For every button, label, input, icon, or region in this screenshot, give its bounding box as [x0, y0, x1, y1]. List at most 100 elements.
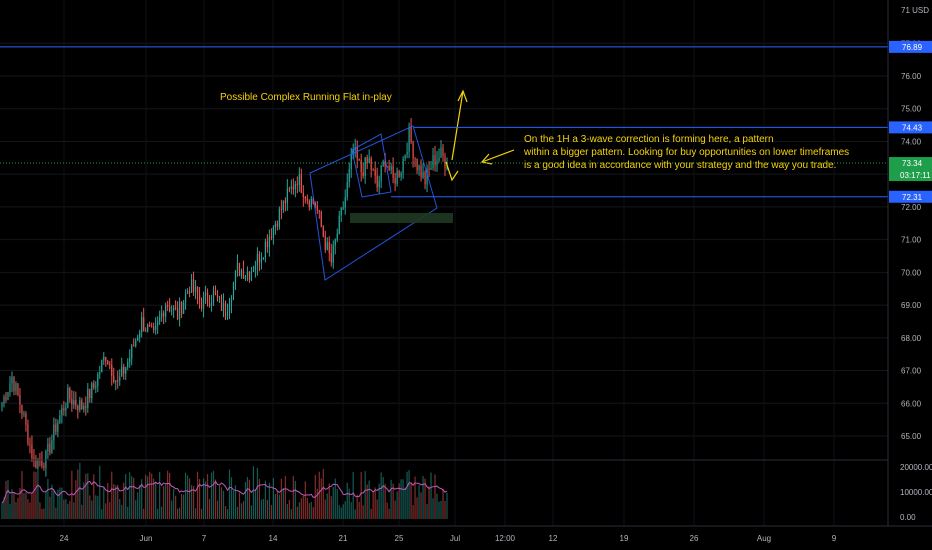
candle-body	[388, 165, 390, 170]
candle	[49, 436, 51, 456]
volume-bar	[426, 504, 428, 519]
candle	[254, 260, 257, 278]
candle	[63, 401, 65, 416]
volume-bar	[198, 479, 201, 519]
candle-body	[51, 440, 53, 453]
candle-body	[278, 208, 280, 227]
candle-body	[29, 443, 31, 445]
volume-bar	[342, 504, 344, 519]
candle	[149, 321, 151, 328]
candle	[294, 180, 296, 198]
volume-bar	[83, 482, 85, 519]
candle	[53, 417, 55, 450]
candle	[61, 404, 63, 424]
candle-body	[163, 312, 165, 317]
candle	[306, 194, 308, 205]
candle	[286, 179, 288, 211]
candle-body	[402, 158, 404, 174]
x-tick-label: Jun	[140, 534, 153, 543]
candle	[442, 144, 444, 162]
candle	[422, 163, 424, 180]
candle	[89, 388, 91, 403]
volume-bar	[21, 470, 23, 519]
candle-body	[434, 155, 436, 166]
volume-bar	[422, 475, 424, 519]
volume-bar	[167, 470, 169, 519]
candle	[228, 297, 231, 320]
candle-body	[145, 330, 147, 332]
horizontal-levels[interactable]	[0, 46, 888, 198]
volume-bar	[242, 501, 245, 519]
volume-bar	[13, 492, 15, 519]
candle	[21, 404, 23, 419]
candle-body	[316, 205, 318, 211]
volume-bar	[408, 470, 410, 519]
volume-bar	[173, 488, 175, 519]
candle-body	[236, 262, 239, 271]
candle-body	[13, 376, 15, 392]
candle	[284, 197, 286, 212]
candle-body	[155, 325, 157, 331]
volume-bar	[264, 480, 267, 519]
candle-body	[384, 161, 386, 166]
y-tick-label: 66.00	[901, 399, 922, 408]
candle-body	[310, 198, 312, 208]
y-tick-label: 69.00	[901, 301, 922, 310]
annotation-note-line-3: is a good idea in accordance with your s…	[524, 160, 836, 171]
price-axis[interactable]: 71 USD	[0, 0, 932, 527]
candle	[91, 381, 93, 403]
annotation-note-line-2: within a bigger pattern. Looking for buy…	[523, 147, 849, 158]
annotation-note-line-1: On the 1H a 3-wave correction is forming…	[524, 134, 774, 145]
candle-body	[69, 387, 71, 400]
candle	[175, 300, 177, 311]
volume-bar	[360, 472, 362, 519]
candle	[420, 159, 422, 182]
volume-bar	[99, 465, 101, 519]
volume-bar	[133, 477, 135, 519]
volume-bar	[324, 499, 326, 519]
volume-bar	[356, 494, 358, 519]
volume-bar	[149, 471, 151, 519]
candle-body	[344, 197, 346, 208]
annotation-title: Possible Complex Running Flat in-play	[220, 92, 392, 103]
candle-body	[432, 155, 434, 168]
candle	[370, 156, 372, 178]
candle-body	[438, 157, 440, 161]
candle	[15, 381, 17, 396]
volume-bar	[368, 480, 370, 519]
volume-bar	[294, 480, 296, 519]
candle-body	[139, 332, 141, 338]
candle-body	[41, 460, 43, 466]
volume-bar	[424, 478, 426, 519]
volume-bar	[51, 484, 53, 519]
price-tag-label-lower: 72.31	[902, 193, 923, 202]
candle-body	[354, 147, 356, 151]
x-tick-label: Jul	[450, 534, 460, 543]
y-tick-label: 65.00	[901, 432, 922, 441]
candle	[250, 267, 253, 282]
candle	[276, 220, 278, 231]
volume-bar	[442, 488, 444, 519]
candle	[244, 275, 247, 282]
candle	[396, 167, 398, 187]
volume-bar	[330, 496, 332, 519]
candle-body	[322, 226, 324, 237]
candle-body	[93, 383, 95, 388]
grid-lines	[0, 0, 888, 526]
volume-bar	[125, 474, 127, 519]
volume-bar	[57, 489, 59, 519]
candle	[392, 157, 394, 184]
volume-bar	[11, 489, 13, 519]
volume-bar	[204, 481, 207, 519]
candle-body	[238, 262, 241, 277]
candle-body	[192, 279, 195, 292]
candle	[125, 366, 127, 380]
candle-body	[208, 302, 211, 307]
volume-bar	[143, 508, 145, 519]
volume-bar	[380, 472, 382, 519]
candle-body	[422, 172, 424, 178]
volume-bar	[432, 498, 434, 519]
candle-body	[169, 306, 171, 312]
